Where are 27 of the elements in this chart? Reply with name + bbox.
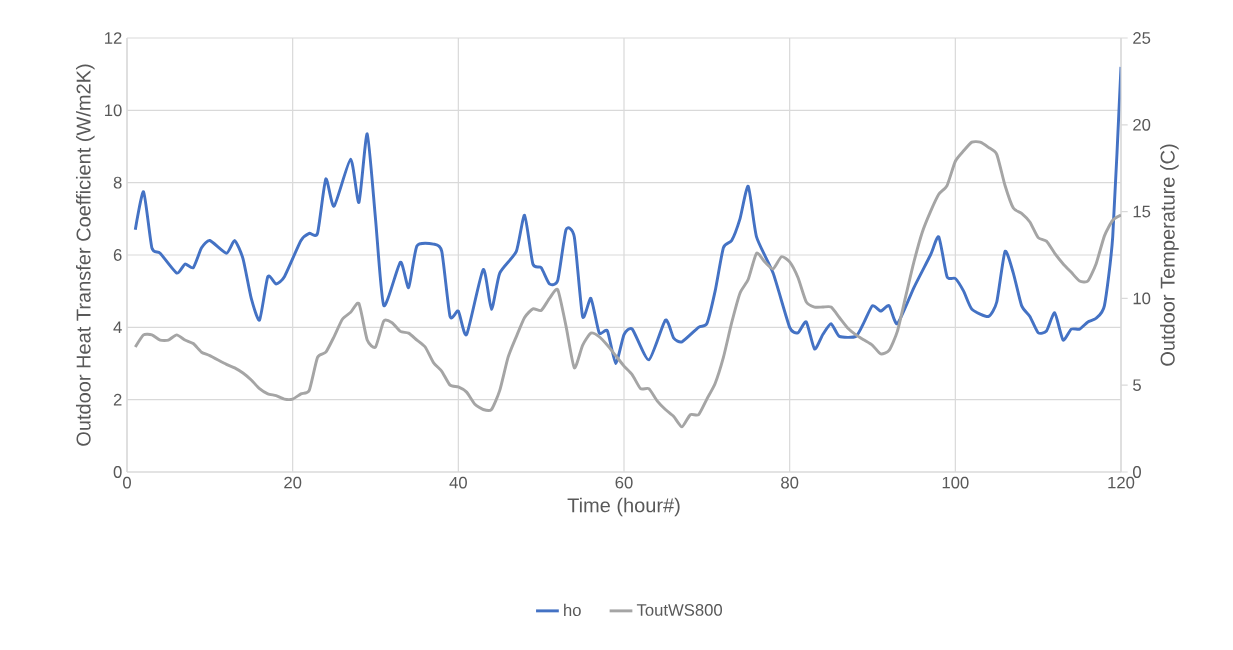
y2-axis-title: Outdoor Temperature (C) <box>1160 144 1179 366</box>
legend-label: ToutWS800 <box>636 604 723 616</box>
y-tick-label: 0 <box>113 466 122 478</box>
y-axis-title: Outdoor Heat Transfer Coefficient (W/m2K) <box>75 64 95 446</box>
y2-tick-label: 25 <box>1133 32 1151 44</box>
x-tick-label: 120 <box>1108 476 1135 489</box>
x-tick-label: 100 <box>942 476 969 489</box>
x-tick-label: 80 <box>781 476 799 489</box>
y-tick-label: 8 <box>113 176 122 189</box>
line-series <box>133 140 1121 429</box>
y-tick-label: 10 <box>105 104 122 117</box>
y2-tick-label: 0 <box>1133 466 1141 478</box>
y2-tick-label: 15 <box>1133 205 1151 218</box>
x-tick-label: 60 <box>615 476 633 489</box>
x-tick-label: 20 <box>284 476 302 489</box>
y-tick-label: 4 <box>113 321 122 334</box>
y-tick-label: 12 <box>105 32 122 44</box>
y2-tick-label: 20 <box>1133 118 1151 131</box>
x-axis-title: Time (hour#) <box>567 497 680 517</box>
line-series <box>133 65 1121 365</box>
y2-tick-label: 10 <box>1133 292 1151 305</box>
legend-label: ho <box>564 603 581 617</box>
x-tick-label: 0 <box>123 476 131 489</box>
y-tick-label: 2 <box>113 393 122 406</box>
x-tick-label: 40 <box>449 476 467 489</box>
y2-tick-label: 5 <box>1133 379 1141 392</box>
y-tick-label: 6 <box>113 249 122 261</box>
